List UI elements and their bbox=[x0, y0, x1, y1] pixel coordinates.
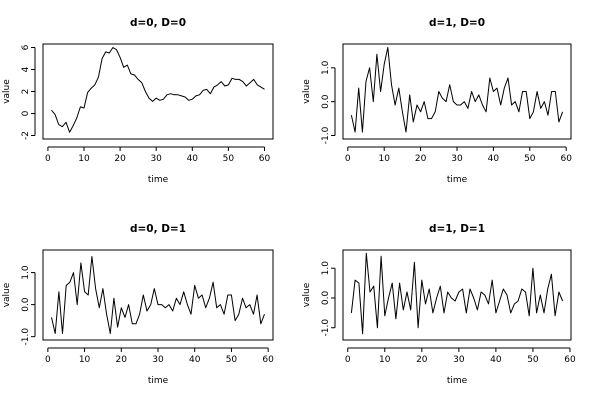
x-tick-label: 50 bbox=[524, 154, 536, 164]
y-tick-label: -1.0 bbox=[321, 126, 331, 144]
y-tick-label: 6 bbox=[21, 44, 31, 50]
y-tick-label: 0 bbox=[21, 110, 31, 116]
y-axis-label: value bbox=[2, 282, 12, 307]
x-tick-label: 40 bbox=[187, 154, 199, 164]
y-tick-label: 1.0 bbox=[321, 60, 331, 75]
y-axis-label: value bbox=[2, 79, 12, 104]
y-tick-label: 4 bbox=[21, 66, 31, 72]
series-line-1 bbox=[51, 47, 265, 133]
plot-frame bbox=[342, 43, 572, 140]
plot-frame bbox=[42, 43, 274, 140]
x-tick-label: 20 bbox=[116, 355, 128, 365]
y-tick-label: 0.0 bbox=[21, 297, 31, 312]
y-tick-label: 2 bbox=[21, 89, 31, 95]
panel-title: d=0, D=0 bbox=[130, 17, 186, 29]
y-tick-label: 0.0 bbox=[321, 94, 331, 109]
plot-frame bbox=[342, 249, 572, 341]
x-axis-label: time bbox=[148, 376, 169, 386]
x-tick-label: 50 bbox=[223, 154, 235, 164]
x-tick-label: 0 bbox=[45, 355, 51, 365]
y-tick-label: 1.0 bbox=[321, 261, 331, 276]
chart-panel-1: d=0, D=0 0 10 20 30 40 50 60 time -2 0 2 4 6 value bbox=[2, 17, 274, 185]
x-tick-label: 40 bbox=[490, 355, 502, 365]
x-tick-label: 30 bbox=[152, 355, 164, 365]
chart-panel-2: d=1, D=0 0 10 20 30 40 50 60 time -1.0 0.0 1.0 value bbox=[302, 17, 572, 185]
panel-title: d=1, D=0 bbox=[429, 17, 485, 29]
x-tick-label: 0 bbox=[345, 154, 351, 164]
x-axis-label: time bbox=[148, 175, 169, 185]
x-tick-label: 50 bbox=[226, 355, 238, 365]
x-tick-label: 0 bbox=[45, 154, 51, 164]
x-tick-label: 10 bbox=[378, 154, 390, 164]
x-tick-label: 20 bbox=[114, 154, 126, 164]
x-tick-label: 40 bbox=[488, 154, 500, 164]
x-tick-label: 50 bbox=[527, 355, 539, 365]
x-axis-label: time bbox=[447, 175, 468, 185]
x-axis-label: time bbox=[447, 376, 468, 386]
x-tick-label: 60 bbox=[560, 154, 572, 164]
x-tick-label: 60 bbox=[262, 355, 274, 365]
panel-title: d=1, D=1 bbox=[429, 223, 485, 235]
x-tick-label: 40 bbox=[189, 355, 201, 365]
series-line-1 bbox=[51, 256, 265, 334]
y-axis-label: value bbox=[302, 79, 312, 104]
x-tick-label: 20 bbox=[415, 154, 427, 164]
plot-frame bbox=[42, 249, 274, 341]
panel-title: d=0, D=1 bbox=[130, 223, 186, 235]
chart-panel-4: d=1, D=1 0 10 20 30 40 50 60 time -1.0 0.0 1.0 value bbox=[302, 223, 576, 386]
chart-panel-3: d=0, D=1 0 10 20 30 40 50 60 time -1.0 0.0 1.0 value bbox=[2, 223, 274, 386]
x-tick-label: 10 bbox=[79, 355, 91, 365]
y-tick-label: -1.0 bbox=[21, 328, 31, 346]
y-tick-label: 0.0 bbox=[321, 291, 331, 306]
x-tick-label: 60 bbox=[564, 355, 576, 365]
x-tick-label: 30 bbox=[150, 154, 162, 164]
series-line-1 bbox=[350, 252, 564, 335]
x-tick-label: 20 bbox=[416, 355, 428, 365]
x-tick-label: 30 bbox=[451, 154, 463, 164]
x-tick-label: 10 bbox=[78, 154, 90, 164]
y-axis-label: value bbox=[302, 282, 312, 307]
y-tick-label: -1.0 bbox=[321, 319, 331, 337]
x-tick-label: 0 bbox=[345, 355, 351, 365]
x-tick-label: 60 bbox=[259, 154, 271, 164]
y-tick-label: -2 bbox=[21, 131, 31, 140]
series-line-1 bbox=[350, 47, 564, 133]
y-tick-label: 1.0 bbox=[21, 265, 31, 280]
x-tick-label: 10 bbox=[379, 355, 391, 365]
x-tick-label: 30 bbox=[453, 355, 465, 365]
